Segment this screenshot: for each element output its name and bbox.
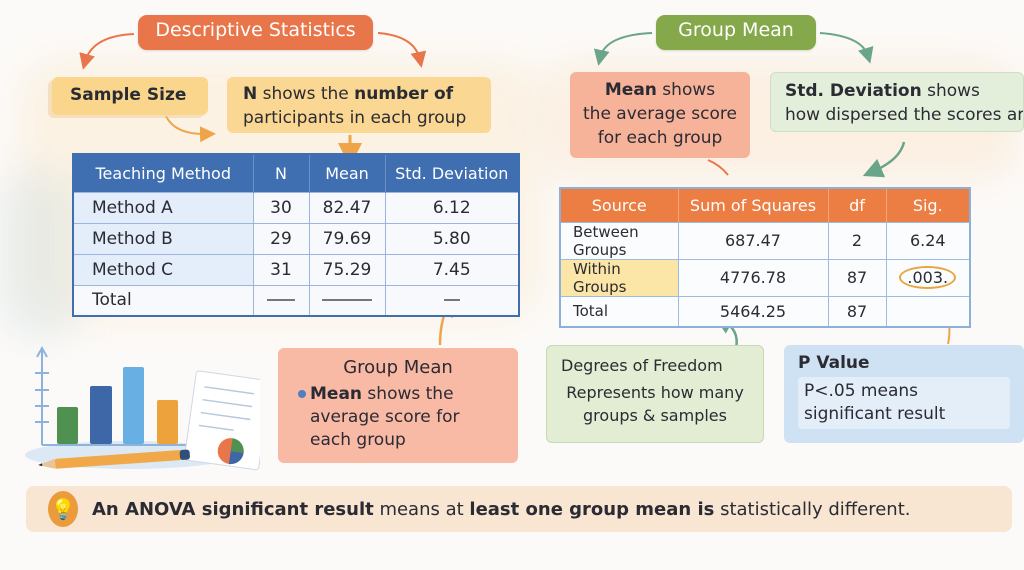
column-header: N — [253, 154, 310, 192]
mean-line2: the average score — [583, 104, 737, 124]
n-text: shows the — [257, 84, 355, 104]
table-cell: Within Groups — [559, 258, 679, 297]
sample-size-label: Sample Size — [52, 77, 208, 115]
column-header: Source — [560, 188, 679, 222]
table-cell: 75.29 — [308, 253, 386, 286]
column-header: Sig. — [886, 188, 971, 222]
p-value-body: P<.05 means significant result — [798, 377, 1010, 429]
mean-line3: for each group — [597, 128, 723, 148]
table-cell: 5464.25 — [677, 295, 829, 328]
group-mean-callout: Group Mean Mean shows the average score … — [278, 348, 518, 463]
table-cell: Method B — [72, 222, 254, 255]
group-mean-bold: Mean — [310, 384, 363, 404]
column-header: df — [828, 188, 887, 222]
table-row: Method B 29 79.69 5.80 — [72, 222, 520, 255]
std-text: shows — [921, 81, 980, 101]
table-cell — [885, 295, 971, 328]
group-mean-bullet: Mean shows the average score for each gr… — [298, 383, 498, 452]
n-line2: participants in each group — [243, 108, 467, 128]
dof-title: Degrees of Freedom — [561, 356, 723, 375]
table-cell: Total — [72, 284, 254, 317]
summary-text: An ANOVA significant result means at lea… — [92, 499, 911, 520]
mean-shows-callout: Mean shows the average score for each gr… — [570, 72, 750, 158]
table-cell: 30 — [252, 191, 310, 224]
table-cell: Total — [559, 295, 679, 328]
table-row: Total 5464.25 87 — [559, 295, 971, 328]
p-value-line2: significant result — [804, 404, 946, 424]
std-line2: how dispersed the scores are — [785, 105, 1024, 125]
column-header: Sum of Squares — [678, 188, 829, 222]
summary-text1: means at — [373, 498, 470, 520]
column-header: Teaching Method — [73, 154, 254, 192]
table-cell: .003. — [885, 258, 971, 297]
table-row: Method A 30 82.47 6.12 — [72, 191, 520, 224]
n-bold: N — [243, 84, 258, 104]
column-header: Std. Deviation — [385, 154, 520, 192]
mean-bold: Mean — [604, 80, 657, 100]
table-cell-placeholder — [384, 284, 520, 317]
table-cell: 31 — [252, 253, 310, 286]
table-cell: 2 — [827, 221, 887, 260]
significance-highlight: .003. — [899, 266, 957, 289]
table-cell: 5.80 — [384, 222, 520, 255]
table-cell: 87 — [827, 258, 887, 297]
table-cell: 6.24 — [885, 221, 971, 260]
table-cell: 29 — [252, 222, 310, 255]
group-mean-text: shows the average score for each group — [310, 384, 460, 450]
table-cell-placeholder — [252, 284, 310, 317]
summary-banner: 💡 An ANOVA significant result means at l… — [26, 486, 1012, 532]
p-value-callout: P Value P<.05 means significant result — [784, 345, 1024, 443]
lightbulb-icon: 💡 — [48, 491, 78, 527]
table-cell: 6.12 — [384, 191, 520, 224]
p-value-line1: P<.05 means — [804, 381, 919, 401]
table-cell: 7.45 — [384, 253, 520, 286]
summary-bold2: least one group mean is — [469, 498, 715, 520]
std-deviation-callout: Std. Deviation shows how dispersed the s… — [770, 72, 1024, 132]
table-cell: 82.47 — [308, 191, 386, 224]
degrees-of-freedom-callout: Degrees of Freedom Represents how many g… — [546, 345, 764, 443]
table-cell: 79.69 — [308, 222, 386, 255]
table-cell: 4776.78 — [677, 258, 829, 297]
dof-text: Represents how many groups & samples — [566, 383, 744, 425]
bullet-icon — [298, 390, 306, 398]
background-wash — [0, 170, 80, 340]
table-header-row: Teaching Method N Mean Std. Deviation — [73, 154, 520, 192]
mean-text: shows — [656, 80, 716, 100]
table-cell: 87 — [827, 295, 887, 328]
table-cell-placeholder — [308, 284, 386, 317]
n-bold2: number of — [354, 84, 454, 104]
descriptive-statistics-header: Descriptive Statistics — [138, 15, 373, 50]
group-mean-header: Group Mean — [656, 15, 816, 50]
table-cell: Method A — [72, 191, 254, 224]
column-header: Mean — [309, 154, 386, 192]
table-row: Within Groups 4776.78 87 .003. — [559, 258, 971, 297]
group-mean-title: Group Mean — [343, 357, 453, 378]
table-cell: Between Groups — [559, 221, 679, 260]
descriptive-statistics-table: Teaching Method N Mean Std. Deviation Me… — [72, 153, 520, 317]
summary-text2: statistically different. — [714, 498, 911, 520]
p-value-title: P Value — [798, 353, 870, 373]
std-bold: Std. Deviation — [785, 81, 922, 101]
table-row: Between Groups 687.47 2 6.24 — [559, 221, 971, 260]
summary-bold1: An ANOVA significant result — [92, 498, 374, 520]
n-shows-callout: N shows the number of participants in ea… — [227, 77, 491, 133]
table-cell: Method C — [72, 253, 254, 286]
anova-table: Source Sum of Squares df Sig. Between Gr… — [559, 187, 971, 328]
bar-chart-illustration-icon — [25, 345, 260, 471]
table-cell: 687.47 — [677, 221, 829, 260]
table-row-total: Total — [72, 284, 520, 317]
table-header-row: Source Sum of Squares df Sig. — [560, 188, 971, 222]
table-row: Method C 31 75.29 7.45 — [72, 253, 520, 286]
